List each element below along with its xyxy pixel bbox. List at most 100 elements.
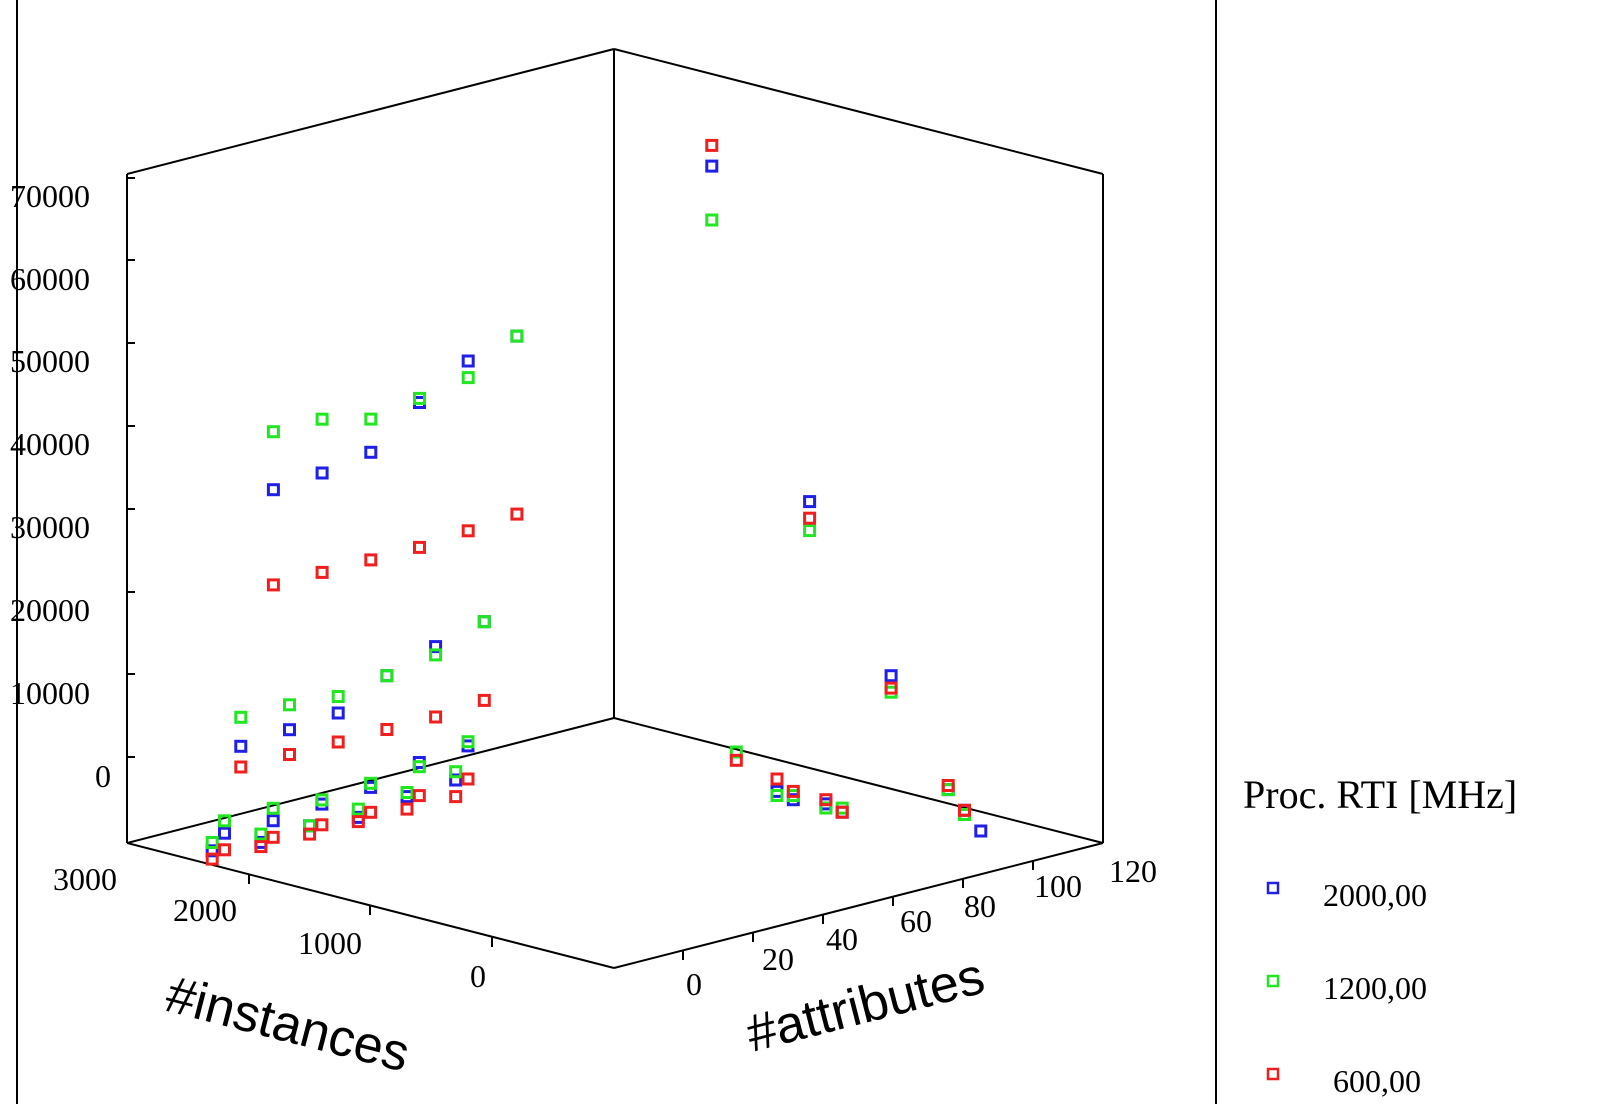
z-axis: 0 10000 20000 30000 40000 50000 60000 70… [10,177,135,794]
data-point [510,329,524,343]
data-point [303,819,317,833]
data-point [429,710,443,724]
legend-label-2000: 2000,00 [1323,877,1427,913]
data-point [884,681,898,695]
data-point [729,745,743,759]
instances-axis: 0 1000 2000 3000 #instances [53,861,493,1083]
data-point [380,669,394,683]
data-point [770,772,784,786]
data-point [315,818,329,832]
data-point [941,779,955,792]
data-point [266,830,280,844]
data-point [429,640,443,654]
data-point [315,565,329,579]
data-point [234,760,248,774]
data-point [351,815,365,829]
data-point [705,138,719,152]
plot-box [126,48,1104,969]
data-point [461,772,475,786]
legend-label-1200: 1200,00 [1323,970,1427,1006]
data-point [510,507,524,521]
data-point [461,371,475,385]
data-point [461,735,475,749]
data-point [803,511,817,525]
attributes-axis: 0 20 40 60 80 100 120 #attributes [682,853,1157,1064]
attributes-tick-label: 0 [686,966,702,1002]
data-point [218,843,231,857]
data-point [364,445,378,459]
data-point [254,827,268,841]
attributes-tick-label: 60 [900,903,932,939]
attributes-tick-label: 80 [964,888,996,924]
data-point [786,784,800,798]
data-point [449,765,463,779]
data-point [819,793,833,807]
attributes-tick-label: 20 [762,941,794,977]
z-tick-label: 70000 [10,178,90,214]
data-point [884,669,898,683]
data-point [315,793,329,807]
z-tick-label: 10000 [10,675,90,711]
data-point [803,495,817,509]
data-point [461,524,475,538]
data-point [315,412,329,426]
z-tick-label: 40000 [10,426,90,462]
legend-marker-1200 [1266,974,1280,988]
z-tick-label: 50000 [10,343,90,379]
data-point [729,753,743,767]
data-point [449,790,463,804]
data-point [266,425,280,439]
data-point [205,836,219,849]
data-point [283,748,296,761]
legend-marker-600 [1266,1067,1280,1081]
z-tick-label: 0 [95,758,111,794]
data-point [413,540,426,554]
top-left-edge [126,48,615,175]
data-point [412,789,426,803]
attributes-tick-label: 100 [1034,868,1082,904]
data-point [234,710,248,724]
data-point [364,553,378,567]
data-point [331,735,345,749]
data-point [364,776,378,790]
data-points [205,138,988,866]
data-point [364,805,378,819]
legend-marker-2000 [1266,881,1280,895]
z-tick-label: 60000 [10,261,90,297]
data-point [205,844,219,858]
attributes-tick-label: 120 [1109,853,1157,889]
data-point [803,524,817,538]
top-right-edge [613,48,1104,175]
data-point [819,801,833,815]
data-point [218,826,231,840]
data-point [315,466,329,480]
data-point [400,802,414,816]
data-point [266,578,280,592]
z-tick-label: 20000 [10,592,90,628]
instances-tick-label: 1000 [298,925,362,961]
data-point [477,693,491,707]
data-point [266,483,280,497]
legend: Proc. RTI [MHz] 2000,00 1200,00 600,00 [1243,772,1517,1099]
data-point [705,159,719,173]
data-point [380,723,394,736]
floor-back-right-edge [613,717,1104,844]
data-point [958,803,971,817]
data-point [477,615,491,629]
data-point [283,723,296,737]
data-point [705,213,719,227]
data-point [835,805,849,819]
legend-title: Proc. RTI [MHz] [1243,772,1517,817]
data-point [303,827,317,841]
data-point [974,824,988,838]
data-point [234,739,248,753]
data-point [449,773,463,787]
data-point [266,801,280,815]
floor-back-left-edge [126,717,615,844]
data-point [429,648,443,662]
data-point [331,690,345,703]
data-point [364,412,378,426]
data-point [461,354,475,368]
instances-axis-label: #instances [160,965,415,1083]
attributes-tick-label: 40 [826,921,858,957]
